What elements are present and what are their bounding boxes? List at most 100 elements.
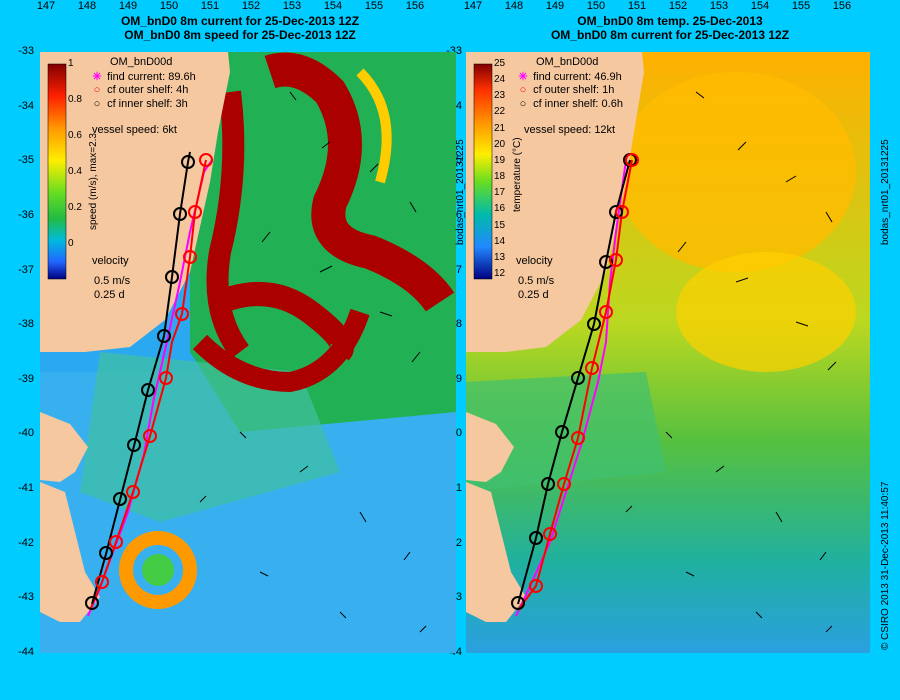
- inner-shelf-markers: [511, 153, 637, 610]
- track-inner-shelf: [517, 159, 631, 605]
- right-cbar-tick-3: 22: [494, 106, 506, 118]
- track-find-current: [515, 159, 627, 617]
- x-tick-right-0: 147: [463, 0, 483, 12]
- right-cbar-tick-0: 25: [494, 58, 506, 69]
- right-cbar-tick-13: 12: [494, 268, 506, 279]
- y-tick-left-0: -33: [18, 45, 34, 57]
- outer-shelf-markers: [529, 153, 639, 593]
- right-vessel-speed: vessel speed: 12kt: [524, 124, 616, 136]
- x-tick-left-4: 151: [200, 0, 220, 12]
- x-tick-left-8: 155: [364, 0, 384, 12]
- right-colorbar-label: temperature (°C): [512, 137, 523, 212]
- left-model-name: OM_bnD00d: [110, 56, 173, 68]
- warm-core: [676, 252, 856, 372]
- left-legend-item-inner: ○ cf inner shelf: 3h: [90, 98, 188, 110]
- circle-icon: ○: [519, 98, 527, 110]
- mid-source-label: bodas_nrt01_20131225: [455, 139, 466, 245]
- right-cbar-tick-4: 21: [494, 122, 506, 134]
- warm-eddy: [616, 72, 856, 272]
- land-tasmania-east: [466, 482, 526, 622]
- y-tick-left-10: -43: [18, 591, 34, 604]
- asterisk-icon: ✳: [92, 71, 102, 83]
- x-tick-left-0: 147: [36, 0, 56, 12]
- x-tick-left-1: 148: [77, 0, 97, 12]
- x-tick-left-6: 153: [282, 0, 302, 12]
- x-tick-right-7: 154: [750, 0, 770, 12]
- circle-icon: ○: [519, 84, 527, 96]
- left-map-panel[interactable]: [40, 52, 456, 653]
- y-tick-left-2: -35: [18, 154, 34, 167]
- x-tick-right-9: 156: [832, 0, 852, 12]
- right-cbar-tick-8: 17: [494, 187, 506, 199]
- left-cbar-tick-0: 1: [68, 58, 74, 69]
- y-tick-left-3: -36: [18, 208, 34, 221]
- right-cbar-tick-2: 23: [494, 90, 506, 102]
- y-tick-left-1: -34: [18, 99, 34, 112]
- current-jet-west: [206, 90, 250, 359]
- left-vessel-speed: vessel speed: 6kt: [92, 124, 177, 136]
- right-model-name: OM_bnD00d: [536, 56, 599, 68]
- left-legend-item-outer: ○ cf outer shelf: 4h: [90, 84, 189, 96]
- x-tick-left-5: 152: [241, 0, 261, 12]
- track-inner-shelf: [91, 151, 191, 605]
- right-cbar-tick-10: 15: [494, 219, 506, 231]
- left-cbar-tick-4: 0.2: [68, 202, 82, 213]
- velocity-arrows: [625, 91, 837, 633]
- right-source-label: bodas_nrt01_20131225: [880, 139, 891, 245]
- right-cbar-tick-9: 16: [494, 203, 506, 215]
- right-legend-item-inner: ○ cf inner shelf: 0.6h: [516, 98, 623, 110]
- speed-map: [40, 52, 456, 653]
- land-mainland: [40, 52, 230, 352]
- x-tick-left-9: 156: [405, 0, 425, 12]
- right-cbar-tick-12: 13: [494, 251, 506, 263]
- x-tick-right-3: 150: [586, 0, 606, 12]
- left-colorbar-label: speed (m/s), max=2.3: [88, 133, 99, 230]
- left-cbar-tick-3: 0.4: [68, 166, 82, 177]
- right-cbar-tick-5: 20: [494, 138, 506, 150]
- y-tick-left-6: -39: [18, 372, 34, 385]
- temperature-map: [466, 52, 870, 653]
- y-tick-left-5: -38: [18, 318, 34, 331]
- track-outer-shelf: [517, 159, 633, 611]
- land-tasmania-north: [466, 412, 514, 482]
- left-cbar-tick-2: 0.6: [68, 130, 82, 141]
- left-title-line1: OM_bnD0 8m current for 25-Dec-2013 12Z: [120, 14, 360, 28]
- speed-colorbar: [47, 63, 67, 280]
- y-tick-left-8: -41: [18, 482, 34, 495]
- right-title: OM_bnD0 8m temp. 25-Dec-2013 OM_bnD0 8m …: [460, 14, 880, 42]
- x-tick-left-7: 154: [323, 0, 343, 12]
- current-jet: [264, 52, 455, 312]
- circle-icon: ○: [93, 98, 101, 110]
- right-title-line1: OM_bnD0 8m temp. 25-Dec-2013: [577, 14, 763, 28]
- right-title-line2: OM_bnD0 8m current for 25-Dec-2013 12Z: [550, 28, 790, 42]
- left-title: OM_bnD0 8m current for 25-Dec-2013 12Z O…: [30, 14, 450, 42]
- right-cbar-tick-7: 18: [494, 171, 506, 183]
- x-tick-right-4: 151: [627, 0, 647, 12]
- x-tick-right-1: 148: [504, 0, 524, 12]
- outer-shelf-markers: [95, 153, 213, 589]
- south-eddy: [119, 531, 197, 609]
- eddy-ring: [192, 308, 370, 393]
- temperature-colorbar: [473, 63, 493, 280]
- x-tick-left-3: 150: [159, 0, 179, 12]
- inner-shelf-markers: [85, 155, 195, 610]
- left-title-line2: OM_bnD0 8m speed for 25-Dec-2013 12Z: [124, 28, 356, 42]
- circle-icon: ○: [93, 84, 101, 96]
- y-tick-left-7: -40: [18, 427, 34, 440]
- velocity-arrows: [199, 91, 427, 633]
- land-tasmania-east: [40, 482, 100, 622]
- x-tick-right-6: 153: [709, 0, 729, 12]
- land-mainland: [466, 52, 644, 352]
- right-legend-item-outer: ○ cf outer shelf: 1h: [516, 84, 615, 96]
- eddy-edge: [356, 68, 392, 184]
- copyright-label: © CSIRO 2013 31-Dec-2013 11:40:57: [880, 481, 891, 650]
- land-tasmania-north: [40, 412, 88, 482]
- x-tick-left-2: 149: [118, 0, 138, 12]
- right-map-panel[interactable]: [466, 52, 882, 653]
- left-legend-item-current: ✳ find current: 89.6h: [90, 70, 195, 83]
- x-tick-right-5: 152: [668, 0, 688, 12]
- left-cbar-tick-1: 0.8: [68, 94, 82, 105]
- x-tick-right-8: 155: [791, 0, 811, 12]
- y-tick-left-11: -44: [18, 646, 34, 658]
- right-cbar-tick-1: 24: [494, 74, 506, 86]
